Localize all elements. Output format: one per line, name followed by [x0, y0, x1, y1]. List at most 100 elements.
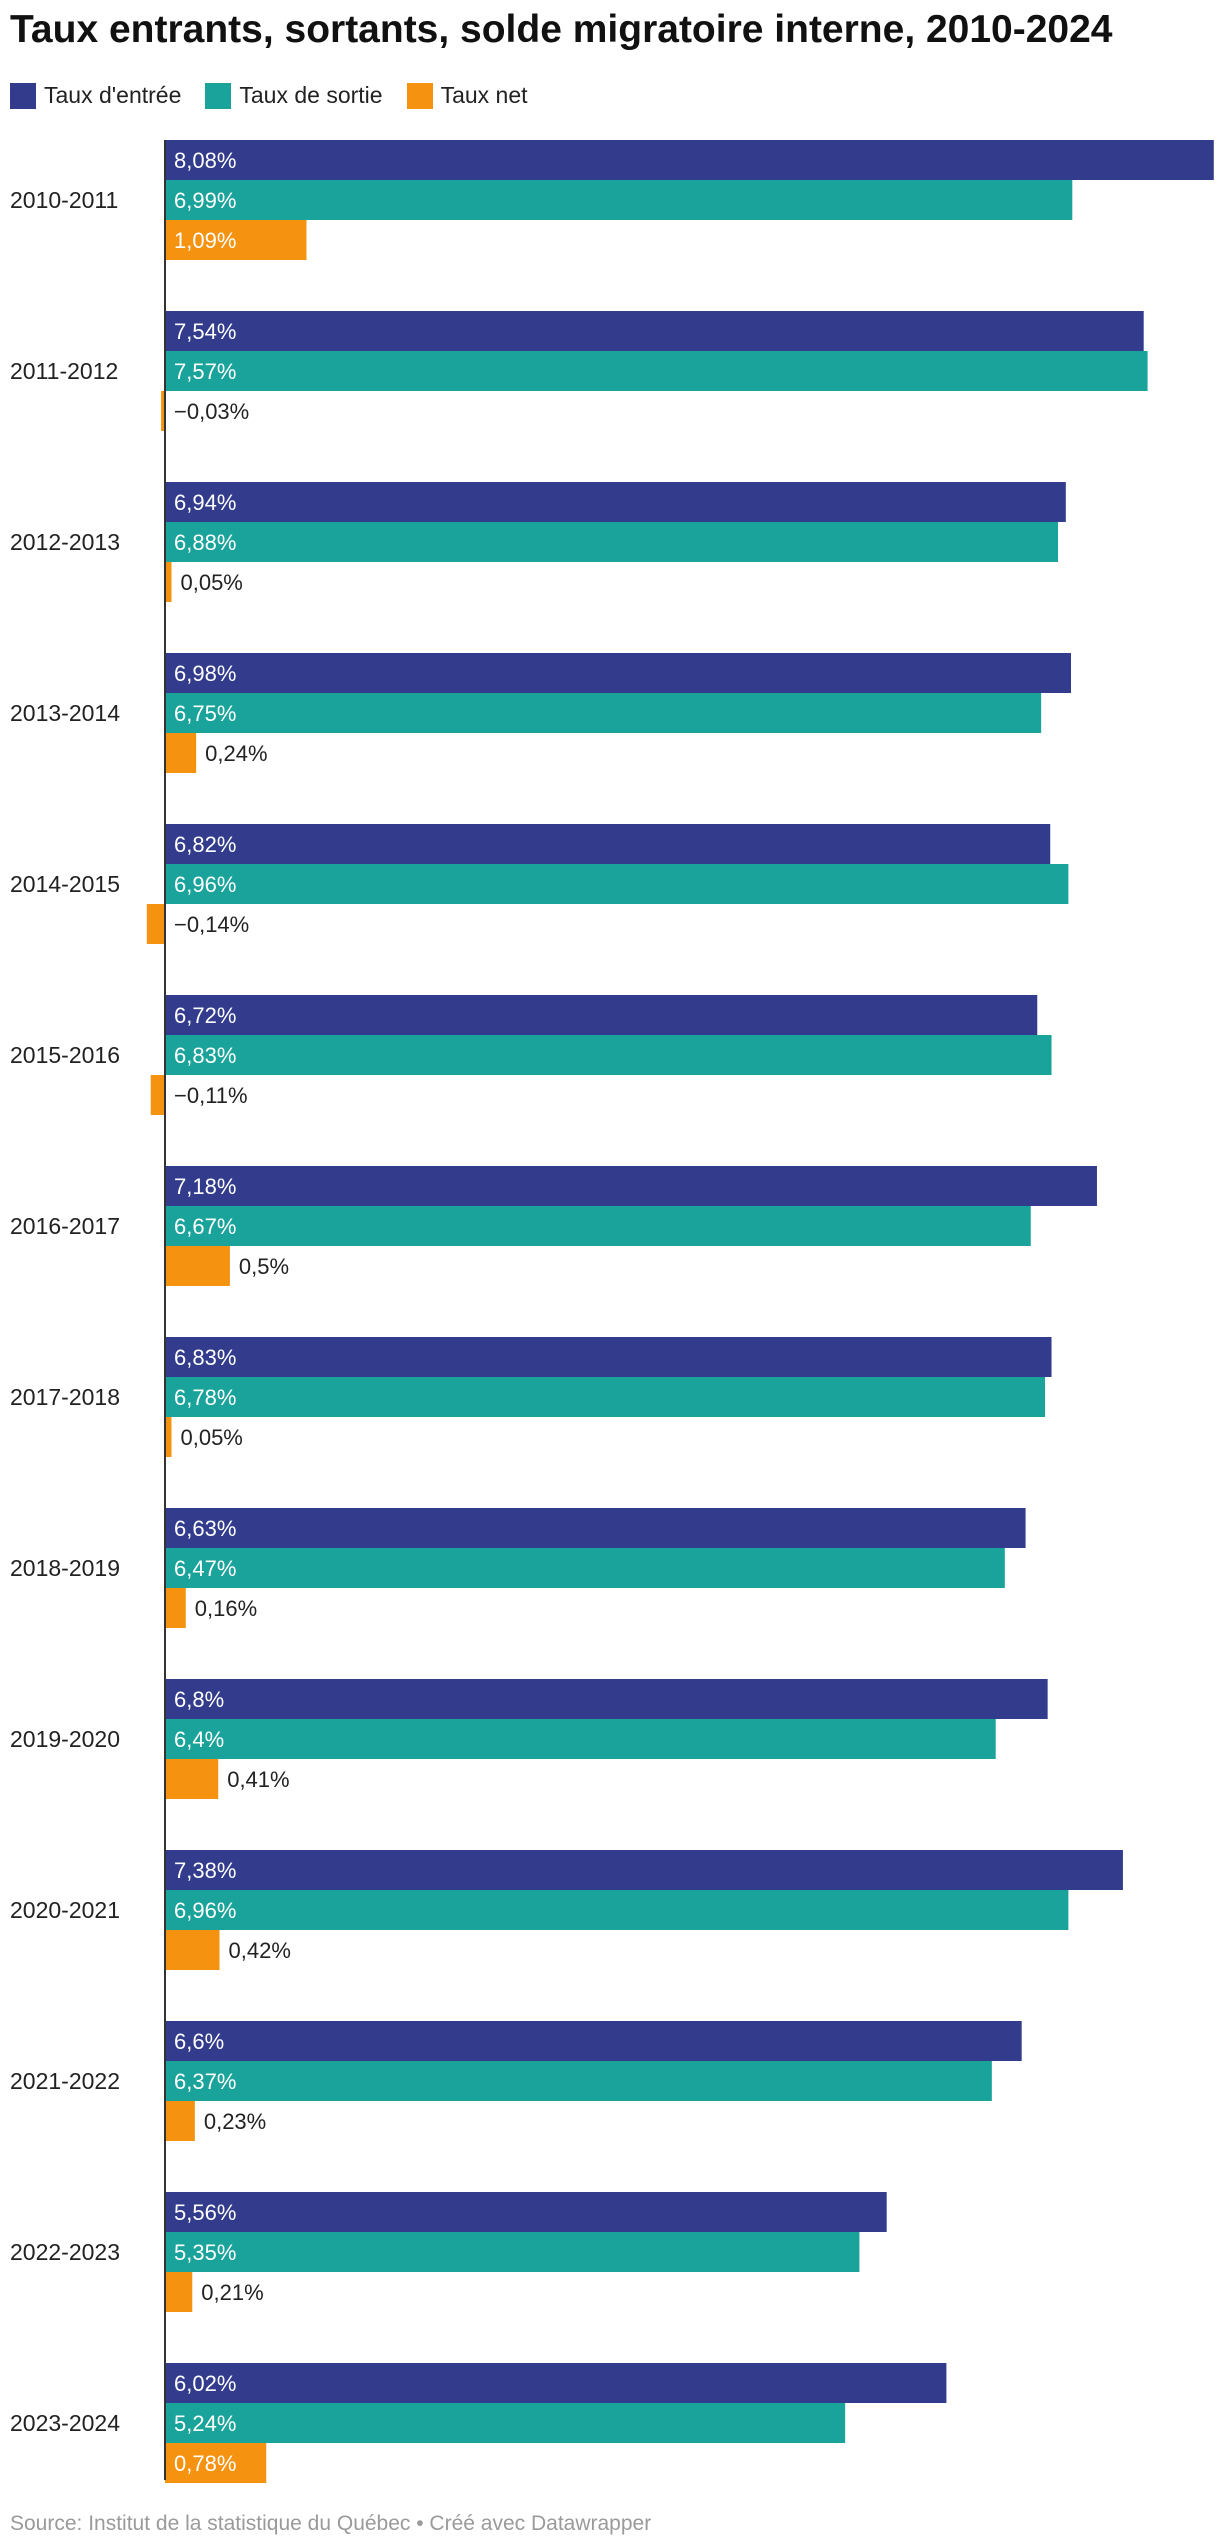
bar-entree-2017-2018: [165, 1337, 1052, 1377]
value-label-entree: 6,98%: [174, 661, 236, 686]
value-label-net: −0,11%: [174, 1083, 248, 1108]
legend-item-entree: Taux d'entrée: [10, 82, 181, 109]
value-label-sortie: 6,78%: [174, 1385, 236, 1410]
bar-net-2023-2024: [165, 2443, 267, 2483]
value-label-sortie: 7,57%: [174, 359, 236, 384]
value-label-net: 0,16%: [195, 1596, 257, 1621]
category-label: 2021-2022: [10, 2068, 120, 2094]
value-label-sortie: 6,67%: [174, 1214, 236, 1239]
bar-net-2014-2015: [146, 904, 165, 944]
category-label: 2018-2019: [10, 1555, 120, 1581]
bar-entree-2013-2014: [165, 653, 1072, 693]
bar-entree-2019-2020: [165, 1679, 1048, 1719]
bar-sortie-2020-2021: [165, 1890, 1069, 1930]
category-label: 2023-2024: [10, 2410, 120, 2436]
category-label: 2022-2023: [10, 2239, 120, 2265]
value-label-entree: 5,56%: [174, 2200, 236, 2225]
bar-group-2021-2022: 2021-2022 6,6% 6,37% 0,23%: [10, 2021, 1022, 2141]
value-label-net: −0,03%: [174, 399, 249, 424]
legend-label-sortie: Taux de sortie: [239, 82, 383, 108]
value-label-entree: 6,83%: [174, 1345, 236, 1370]
value-label-sortie: 5,35%: [174, 2240, 236, 2265]
legend: Taux d'entrée Taux de sortie Taux net: [10, 82, 528, 109]
value-label-entree: 6,94%: [174, 490, 236, 515]
bar-net-2015-2016: [150, 1075, 165, 1115]
bar-group-2014-2015: 2014-2015 6,82% 6,96% −0,14%: [10, 824, 1069, 944]
value-label-net: 1,09%: [174, 228, 236, 253]
bar-entree-2012-2013: [165, 482, 1066, 522]
value-label-net: 0,78%: [174, 2451, 236, 2476]
bar-net-2021-2022: [165, 2101, 195, 2141]
bar-net-2011-2012: [161, 391, 165, 431]
bar-sortie-2017-2018: [165, 1377, 1046, 1417]
chart-title: Taux entrants, sortants, solde migratoir…: [10, 8, 1113, 51]
value-label-entree: 6,82%: [174, 832, 236, 857]
bar-entree-2020-2021: [165, 1850, 1123, 1890]
bar-group-2016-2017: 2016-2017 7,18% 6,67%0,5%: [10, 1166, 1097, 1286]
category-label: 2012-2013: [10, 529, 120, 555]
category-label: 2017-2018: [10, 1384, 120, 1410]
value-label-sortie: 6,96%: [174, 872, 236, 897]
legend-swatch-entree: [10, 82, 36, 109]
legend-swatch-net: [406, 82, 433, 109]
legend-item-sortie: Taux de sortie: [205, 82, 383, 109]
bar-sortie-2021-2022: [165, 2061, 992, 2101]
value-label-net: 0,05%: [180, 570, 242, 595]
value-label-net: 0,41%: [227, 1767, 289, 1792]
value-label-entree: 6,8%: [174, 1687, 224, 1712]
legend-swatch-sortie: [205, 82, 232, 109]
legend-label-entree: Taux d'entrée: [44, 82, 182, 108]
bar-sortie-2014-2015: [165, 864, 1069, 904]
bar-sortie-2012-2013: [165, 522, 1059, 562]
bar-sortie-2013-2014: [165, 693, 1042, 733]
bar-group-2013-2014: 2013-2014 6,98% 6,75% 0,24%: [10, 653, 1072, 773]
bar-net-2018-2019: [165, 1588, 186, 1628]
bar-entree-2022-2023: [165, 2192, 887, 2232]
bar-sortie-2023-2024: [165, 2403, 846, 2443]
value-label-entree: 6,02%: [174, 2371, 236, 2396]
bar-sortie-2019-2020: [165, 1719, 996, 1759]
value-label-sortie: 6,83%: [174, 1043, 236, 1068]
value-label-entree: 8,08%: [174, 148, 236, 173]
category-label: 2010-2011: [10, 187, 118, 213]
value-label-sortie: 6,96%: [174, 1898, 236, 1923]
bar-sortie-2010-2011: [165, 180, 1073, 220]
value-label-net: −0,14%: [174, 912, 249, 937]
bar-net-2016-2017: [165, 1246, 230, 1286]
category-label: 2019-2020: [10, 1726, 120, 1752]
bar-net-2017-2018: [165, 1417, 172, 1457]
value-label-entree: 6,6%: [174, 2029, 224, 2054]
bar-entree-2011-2012: [165, 311, 1144, 351]
category-label: 2015-2016: [10, 1042, 120, 1068]
value-label-entree: 7,18%: [174, 1174, 236, 1199]
value-label-net: 0,05%: [180, 1425, 242, 1450]
legend-item-net: Taux net: [406, 82, 528, 109]
bar-group-2012-2013: 2012-2013 6,94% 6,88% 0,05%: [10, 482, 1066, 602]
legend-label-net: Taux net: [440, 82, 528, 108]
bar-net-2013-2014: [165, 733, 197, 773]
bar-entree-2015-2016: [165, 995, 1038, 1035]
bar-entree-2021-2022: [165, 2021, 1022, 2061]
value-label-entree: 6,63%: [174, 1516, 236, 1541]
bar-entree-2014-2015: [165, 824, 1051, 864]
value-label-entree: 7,54%: [174, 319, 236, 344]
bar-entree-2010-2011: [165, 140, 1214, 180]
bar-sortie-2018-2019: [165, 1548, 1005, 1588]
category-label: 2016-2017: [10, 1213, 120, 1239]
value-label-net: 0,24%: [205, 741, 267, 766]
bar-group-2023-2024: 2023-2024 6,02% 5,24% 0,78%: [10, 2363, 947, 2483]
bar-entree-2023-2024: [165, 2363, 947, 2403]
bar-group-2020-2021: 2020-2021 7,38% 6,96% 0,42%: [10, 1850, 1123, 1970]
bar-group-2011-2012: 2011-2012 7,54% 7,57% −0,03%: [10, 311, 1148, 431]
value-label-sortie: 6,88%: [174, 530, 236, 555]
bar-group-2022-2023: 2022-2023 5,56% 5,35% 0,21%: [10, 2192, 887, 2312]
value-label-net: 0,23%: [204, 2109, 266, 2134]
value-label-sortie: 6,37%: [174, 2069, 236, 2094]
category-label: 2014-2015: [10, 871, 120, 897]
bar-sortie-2016-2017: [165, 1206, 1031, 1246]
value-label-net: 0,5%: [239, 1254, 289, 1279]
bar-net-2022-2023: [165, 2272, 193, 2312]
bar-net-2010-2011: [165, 220, 307, 260]
value-label-sortie: 6,99%: [174, 188, 236, 213]
